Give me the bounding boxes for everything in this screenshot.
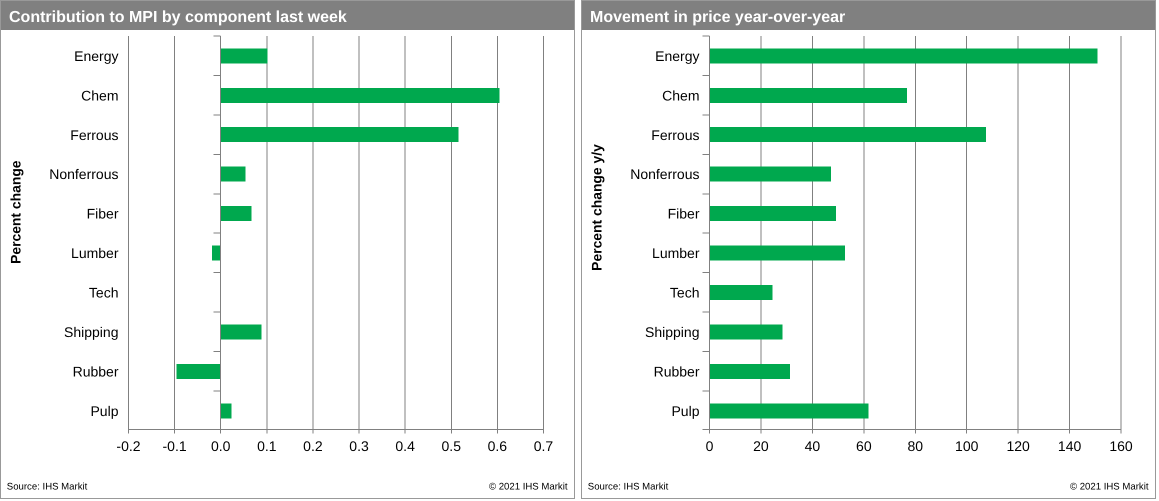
svg-text:0.2: 0.2	[303, 438, 323, 454]
svg-text:Energy: Energy	[74, 48, 118, 64]
svg-text:Pulp: Pulp	[90, 403, 118, 419]
svg-text:0.4: 0.4	[395, 438, 415, 454]
svg-text:Fiber: Fiber	[668, 206, 700, 222]
svg-text:0.0: 0.0	[211, 438, 231, 454]
svg-text:Percent change y/y: Percent change y/y	[589, 144, 605, 271]
svg-text:Chem: Chem	[662, 87, 699, 103]
svg-text:-0.1: -0.1	[163, 438, 187, 454]
svg-text:Chem: Chem	[81, 87, 118, 103]
svg-text:Rubber: Rubber	[654, 364, 700, 380]
svg-text:80: 80	[907, 438, 923, 454]
svg-text:Nonferrous: Nonferrous	[630, 166, 699, 182]
svg-text:20: 20	[753, 438, 769, 454]
svg-text:Pulp: Pulp	[671, 403, 699, 419]
svg-text:Tech: Tech	[89, 285, 119, 301]
svg-text:140: 140	[1058, 438, 1082, 454]
svg-text:Ferrous: Ferrous	[70, 127, 118, 143]
svg-text:© 2021 IHS Markit: © 2021 IHS Markit	[489, 482, 568, 493]
svg-text:0.5: 0.5	[442, 438, 462, 454]
svg-text:Rubber: Rubber	[73, 364, 119, 380]
svg-text:Fiber: Fiber	[87, 206, 119, 222]
svg-text:0.7: 0.7	[534, 438, 554, 454]
svg-text:0.6: 0.6	[488, 438, 508, 454]
svg-text:120: 120	[1006, 438, 1030, 454]
svg-text:Movement in price year-over-ye: Movement in price year-over-year	[590, 9, 845, 26]
svg-text:0.1: 0.1	[257, 438, 277, 454]
svg-text:Contribution to MPI by compone: Contribution to MPI by component last we…	[9, 9, 347, 26]
svg-text:Percent change: Percent change	[8, 160, 24, 264]
svg-text:60: 60	[856, 438, 872, 454]
svg-text:Source: IHS Markit: Source: IHS Markit	[588, 482, 669, 493]
svg-text:© 2021 IHS Markit: © 2021 IHS Markit	[1070, 482, 1149, 493]
svg-text:Energy: Energy	[655, 48, 699, 64]
svg-text:Shipping: Shipping	[645, 324, 700, 340]
svg-text:Lumber: Lumber	[652, 245, 700, 261]
svg-text:0.3: 0.3	[349, 438, 369, 454]
svg-text:Source: IHS Markit: Source: IHS Markit	[7, 482, 88, 493]
svg-text:Nonferrous: Nonferrous	[49, 166, 118, 182]
svg-text:100: 100	[955, 438, 979, 454]
svg-text:Lumber: Lumber	[71, 245, 119, 261]
svg-text:Tech: Tech	[670, 285, 700, 301]
svg-text:Ferrous: Ferrous	[651, 127, 699, 143]
svg-text:0: 0	[706, 438, 714, 454]
svg-text:-0.2: -0.2	[116, 438, 140, 454]
svg-text:Shipping: Shipping	[64, 324, 119, 340]
svg-text:160: 160	[1109, 438, 1133, 454]
svg-text:40: 40	[805, 438, 821, 454]
